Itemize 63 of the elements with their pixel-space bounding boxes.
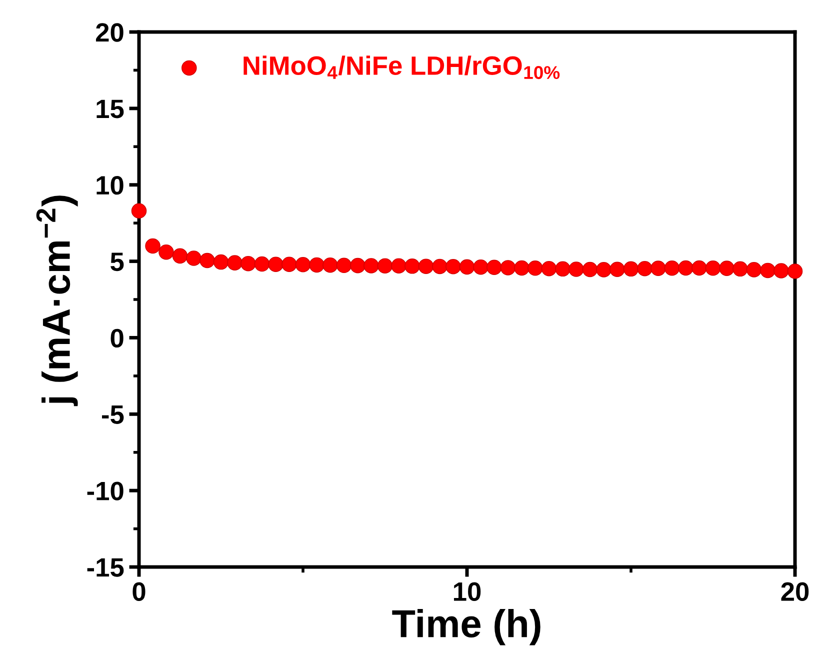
y-tick-label: -5	[102, 406, 124, 424]
point	[158, 244, 174, 260]
point	[650, 260, 666, 276]
point	[227, 255, 242, 270]
y-tick-label: 20	[96, 23, 124, 42]
point	[145, 238, 160, 254]
point	[555, 261, 570, 277]
y-tick-label: 5	[110, 252, 124, 272]
point	[500, 260, 516, 276]
point	[514, 260, 530, 276]
point	[678, 260, 694, 276]
point	[172, 248, 188, 264]
point	[404, 258, 420, 274]
point	[240, 256, 256, 272]
point	[541, 260, 557, 276]
point	[732, 261, 748, 277]
point	[213, 254, 229, 270]
point	[322, 257, 338, 273]
x-tick-label: 0	[132, 582, 146, 601]
point	[186, 250, 202, 266]
point	[760, 262, 776, 278]
point	[637, 260, 652, 276]
y-axis-title: j (mA·cm$^{−2}$)	[36, 196, 78, 406]
point	[582, 262, 598, 278]
point	[459, 259, 475, 275]
x-axis-title: Time (h)	[392, 608, 540, 646]
x-tick-label: 20	[781, 582, 809, 601]
point	[254, 256, 270, 272]
point	[432, 258, 448, 274]
point	[746, 262, 762, 278]
point	[692, 260, 707, 276]
y-tick-label: 15	[96, 100, 124, 118]
point	[705, 260, 721, 276]
point	[391, 258, 406, 274]
point	[200, 252, 215, 268]
point	[350, 258, 366, 274]
x-tick-label: 10	[454, 582, 481, 601]
y-tick-label: -15	[87, 558, 124, 577]
y-tick-label: 10	[96, 176, 124, 195]
point	[364, 258, 379, 274]
legend-label: NiMoO$_{4}$/NiFe LDH/rGO$_{10%}$	[244, 56, 560, 80]
y-tick-label: 0	[110, 328, 124, 348]
point	[610, 262, 625, 278]
point	[418, 258, 434, 274]
point	[719, 260, 734, 276]
point	[309, 257, 324, 273]
point	[446, 259, 461, 274]
point	[377, 258, 393, 274]
point	[295, 257, 311, 272]
point	[336, 258, 352, 274]
point	[596, 262, 612, 278]
point	[623, 261, 639, 277]
point	[774, 263, 789, 278]
point	[787, 264, 803, 279]
point	[568, 262, 584, 277]
point	[473, 259, 488, 275]
y-tick-label: -10	[87, 482, 124, 500]
point	[282, 256, 297, 272]
point	[131, 203, 147, 218]
point	[268, 256, 284, 272]
point	[664, 260, 680, 276]
point	[486, 260, 502, 276]
point	[528, 260, 543, 276]
